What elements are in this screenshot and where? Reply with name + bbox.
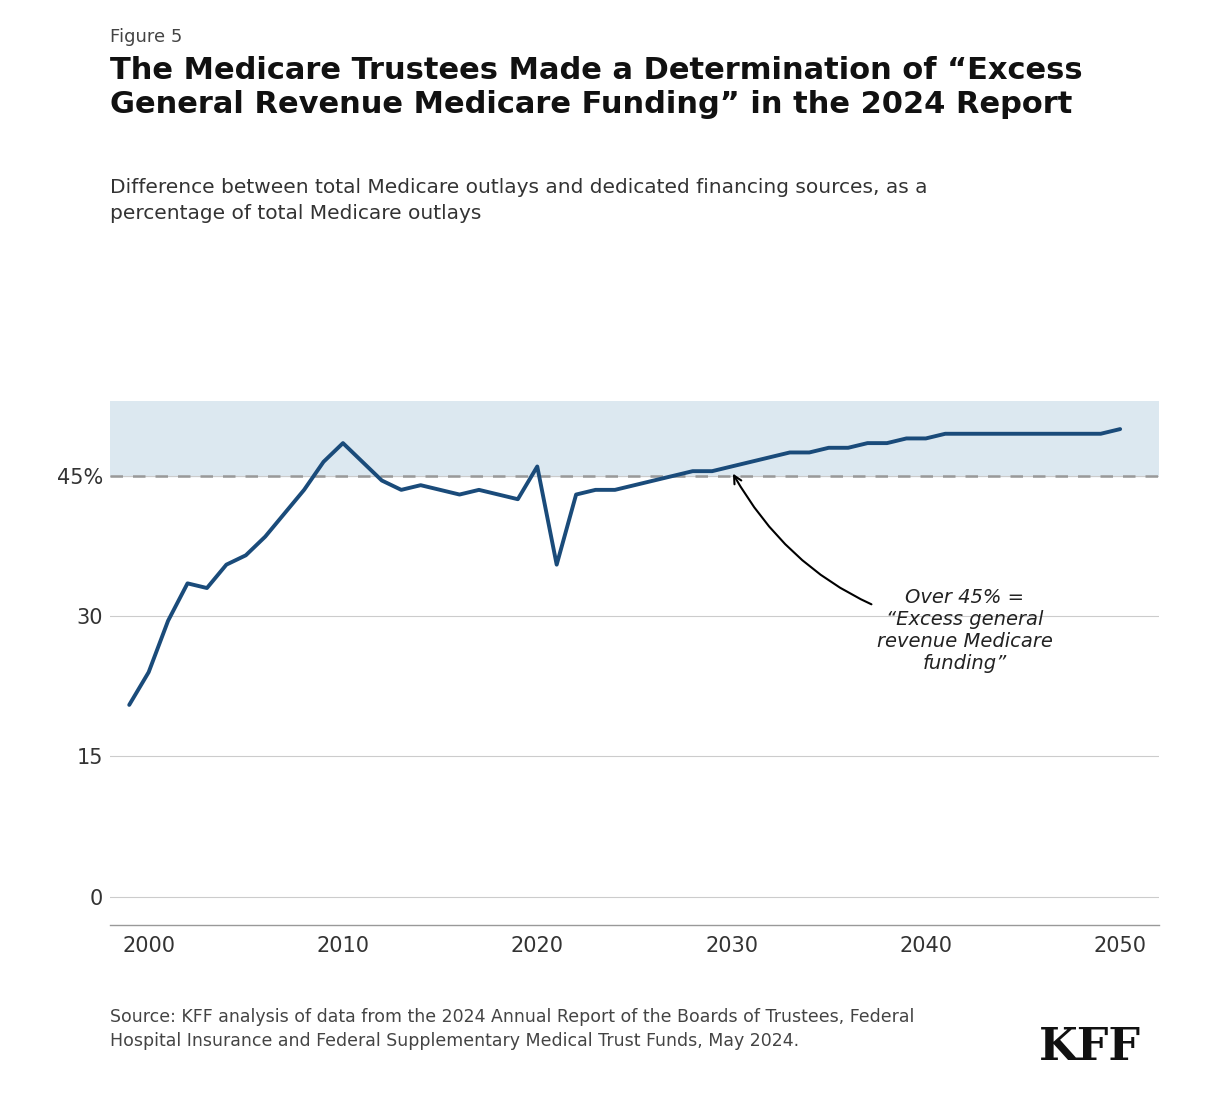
Text: Figure 5: Figure 5 — [110, 28, 182, 46]
Text: Difference between total Medicare outlays and dedicated financing sources, as a
: Difference between total Medicare outlay… — [110, 178, 927, 223]
Text: KFF: KFF — [1038, 1026, 1141, 1069]
Text: The Medicare Trustees Made a Determination of “Excess
General Revenue Medicare F: The Medicare Trustees Made a Determinati… — [110, 56, 1082, 119]
Bar — [110, 401, 1159, 476]
Text: Over 45% =
“Excess general
revenue Medicare
funding”: Over 45% = “Excess general revenue Medic… — [734, 476, 1053, 673]
Text: Source: KFF analysis of data from the 2024 Annual Report of the Boards of Truste: Source: KFF analysis of data from the 20… — [110, 1008, 914, 1051]
